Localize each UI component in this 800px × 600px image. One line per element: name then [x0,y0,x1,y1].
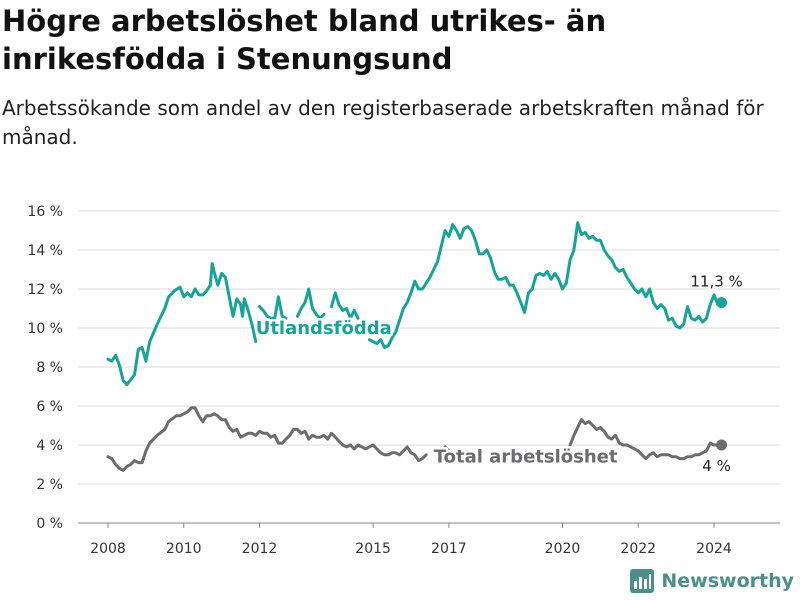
series-line [568,418,724,461]
y-tick-label: 2 % [36,477,63,493]
chart-subtitle: Arbetssökande som andel av den registerb… [2,96,764,149]
series-name-label: Utlandsfödda [256,318,392,339]
x-tick-label: 2022 [620,541,656,557]
x-tick-label: 2012 [242,541,278,557]
x-tick-label: 2015 [355,541,391,557]
series-line [443,445,451,453]
line-chart: 0 % 2 % 4 % 6 % 8 % 10 % 12 % 14 % 16 % 2008 2010… [27,204,780,557]
series-line [106,262,258,387]
series-labels: 11,3 % Utlandsfödda 4 % Total arbetslöshet [253,271,745,477]
series-line [258,295,288,320]
series-line [295,287,326,320]
y-axis-ticks: 0 % 2 % 4 % 6 % 8 % 10 % 12 % 14 % 16 % [27,204,63,532]
x-tick-label: 2017 [431,541,467,557]
chart-title: Högre arbetslöshet bland utrikes- än inr… [2,4,607,76]
y-tick-label: 4 % [36,438,63,454]
x-tick-label: 2024 [696,541,732,557]
x-tick-label: 2010 [166,541,202,557]
x-tick-label: 2020 [545,541,581,557]
series-line [106,406,428,472]
series-line [367,221,724,349]
end-point [716,297,728,309]
end-value-label: 4 % [702,457,731,475]
y-tick-label: 16 % [27,204,63,220]
y-tick-label: 12 % [27,282,63,298]
brand-name: Newsworthy [661,570,794,592]
x-tick-label: 2008 [90,541,126,557]
series-line [330,291,360,320]
y-tick-label: 6 % [36,399,63,415]
newsworthy-logo: Newsworthy [629,568,794,594]
x-axis-ticks: 2008 2010 2012 2015 2017 2020 2022 2024 [90,523,732,557]
y-tick-label: 14 % [27,243,63,259]
y-tick-label: 8 % [36,360,63,376]
series-name-label: Total arbetslöshet [434,447,618,468]
gridlines [78,210,780,524]
y-tick-label: 0 % [36,516,63,532]
end-value-label: 11,3 % [690,273,742,291]
y-tick-label: 10 % [27,321,63,337]
bar-chart-logo-icon [630,569,655,593]
series-lines [106,221,728,472]
end-point [716,439,728,451]
